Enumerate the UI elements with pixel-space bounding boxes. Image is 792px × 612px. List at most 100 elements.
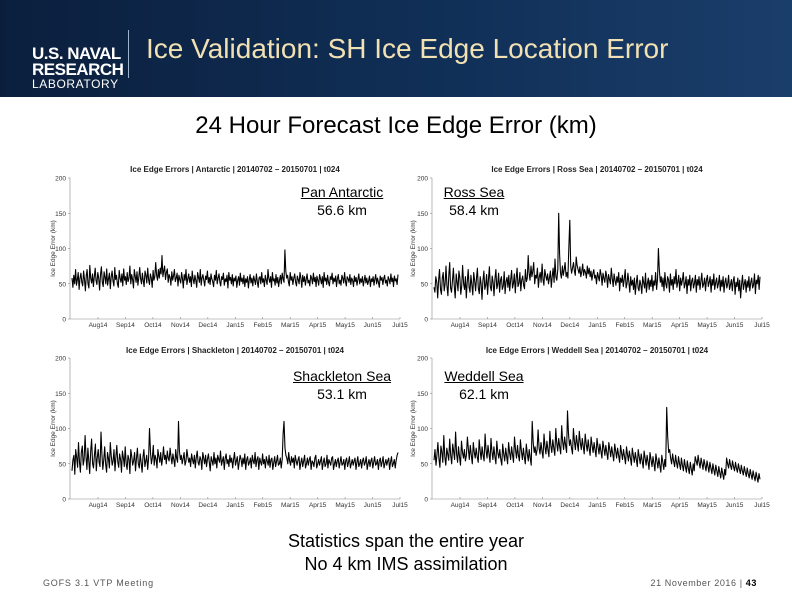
region-name: Pan Antarctic (300, 184, 384, 200)
x-tick-label: Aug14 (89, 322, 108, 329)
nrl-logo: U.S. NAVAL RESEARCH LABORATORY (32, 45, 132, 91)
y-axis-label: Ice Edge Error (km) (50, 400, 57, 457)
x-tick-label: Nov14 (171, 502, 190, 509)
x-tick-label: Mar15 (281, 322, 300, 329)
x-tick-label: Sep14 (478, 322, 497, 329)
footer-date-page: 21 November 2016 | 43 (650, 578, 757, 588)
note-line-1: Statistics span the entire year (287, 531, 525, 551)
region-name: Shackleton Sea (292, 368, 392, 384)
y-axis-label: Ice Edge Error (km) (410, 400, 417, 457)
y-tick-label: 200 (55, 356, 66, 363)
chart-title: Ice Edge Errors | Antarctic | 20140702 –… (130, 165, 340, 174)
logo-line-3: LABORATORY (32, 77, 119, 91)
region-stat: 56.6 km (317, 202, 367, 218)
x-tick-label: Apr15 (671, 502, 689, 509)
y-tick-label: 100 (55, 426, 66, 433)
x-tick-label: Dec14 (560, 322, 579, 329)
y-tick-label: 150 (55, 391, 66, 398)
y-tick-label: 100 (417, 426, 428, 433)
y-tick-label: 200 (417, 356, 428, 363)
y-tick-label: 200 (55, 176, 66, 183)
x-tick-label: Sep14 (116, 322, 135, 329)
x-tick-label: Dec14 (560, 502, 579, 509)
error-series-line (71, 420, 399, 475)
logo-divider (128, 30, 129, 78)
slide-subtitle: 24 Hour Forecast Ice Edge Error (km) (195, 112, 597, 139)
y-tick-label: 150 (417, 391, 428, 398)
panel-label-ross-sea: Ross Sea 58.4 km (404, 183, 544, 219)
x-tick-label: Oct14 (506, 502, 524, 509)
x-tick-label: Sep14 (116, 502, 135, 509)
x-tick-label: Aug14 (451, 322, 470, 329)
y-tick-label: 100 (55, 246, 66, 253)
y-tick-label: 150 (417, 211, 428, 218)
chart-panel-4: Ice Edge Errors | Weddell Sea | 20140702… (410, 346, 770, 509)
x-tick-label: Jul15 (754, 502, 770, 509)
y-tick-label: 0 (424, 317, 428, 324)
y-tick-label: 50 (421, 461, 429, 468)
error-series-line (433, 212, 761, 300)
y-tick-label: 50 (421, 281, 429, 288)
x-tick-label: Jun15 (726, 322, 744, 329)
x-tick-label: Dec14 (198, 322, 217, 329)
x-tick-label: Jan15 (226, 502, 244, 509)
logo-line-2: RESEARCH (32, 60, 124, 79)
x-tick-label: Feb15 (616, 322, 635, 329)
x-tick-label: Feb15 (616, 502, 635, 509)
x-tick-label: Nov14 (533, 322, 552, 329)
logo-line-1: U.S. NAVAL (32, 44, 121, 63)
y-tick-label: 50 (59, 281, 67, 288)
x-tick-label: Jun15 (726, 502, 744, 509)
x-tick-label: Jun15 (364, 502, 382, 509)
x-tick-label: Nov14 (533, 502, 552, 509)
region-stat: 53.1 km (317, 386, 367, 402)
y-tick-label: 150 (55, 211, 66, 218)
chart-title: Ice Edge Errors | Ross Sea | 20140702 – … (491, 165, 703, 174)
panel-label-weddell-sea: Weddell Sea 62.1 km (414, 367, 554, 403)
y-axis-label: Ice Edge Error (km) (410, 220, 417, 277)
statistics-note: Statistics span the entire year No 4 km … (0, 530, 792, 576)
x-tick-label: Mar15 (281, 502, 300, 509)
x-tick-label: Oct14 (144, 322, 162, 329)
x-tick-label: Mar15 (643, 502, 662, 509)
x-tick-label: Aug14 (451, 502, 470, 509)
x-tick-label: Jul15 (754, 322, 770, 329)
x-tick-label: Jun15 (364, 322, 382, 329)
region-stat: 62.1 km (459, 386, 509, 402)
x-tick-label: May15 (697, 502, 717, 509)
chart-panel-2: Ice Edge Errors | Ross Sea | 20140702 – … (410, 165, 770, 329)
y-tick-label: 50 (59, 461, 67, 468)
x-tick-label: Mar15 (643, 322, 662, 329)
footer-meeting: GOFS 3.1 VTP Meeting (43, 578, 154, 588)
y-tick-label: 0 (62, 497, 66, 504)
chart-panel-1: Ice Edge Errors | Antarctic | 20140702 –… (50, 165, 408, 329)
x-tick-label: Oct14 (506, 322, 524, 329)
x-tick-label: Oct14 (144, 502, 162, 509)
y-tick-label: 200 (417, 176, 428, 183)
footer-date: 21 November 2016 (650, 578, 737, 588)
page-number: 43 (745, 578, 757, 588)
error-series-line (71, 249, 399, 292)
chart-title: Ice Edge Errors | Weddell Sea | 20140702… (486, 346, 709, 355)
y-tick-label: 0 (62, 317, 66, 324)
x-tick-label: Dec14 (198, 502, 217, 509)
x-tick-label: Apr15 (309, 502, 327, 509)
x-tick-label: Jan15 (588, 502, 606, 509)
chart-title: Ice Edge Errors | Shackleton | 20140702 … (126, 346, 345, 355)
slide-title: Ice Validation: SH Ice Edge Location Err… (146, 33, 669, 64)
y-axis-label: Ice Edge Error (km) (50, 220, 57, 277)
x-tick-label: Nov14 (171, 322, 190, 329)
y-tick-label: 0 (424, 497, 428, 504)
x-tick-label: May15 (335, 322, 355, 329)
x-tick-label: Jan15 (588, 322, 606, 329)
y-tick-label: 100 (417, 246, 428, 253)
x-tick-label: Sep14 (478, 502, 497, 509)
x-tick-label: Feb15 (254, 322, 273, 329)
x-tick-label: May15 (335, 502, 355, 509)
x-tick-label: Apr15 (671, 322, 689, 329)
x-tick-label: Aug14 (89, 502, 108, 509)
x-tick-label: Jul15 (392, 322, 408, 329)
x-tick-label: May15 (697, 322, 717, 329)
x-tick-label: Apr15 (309, 322, 327, 329)
